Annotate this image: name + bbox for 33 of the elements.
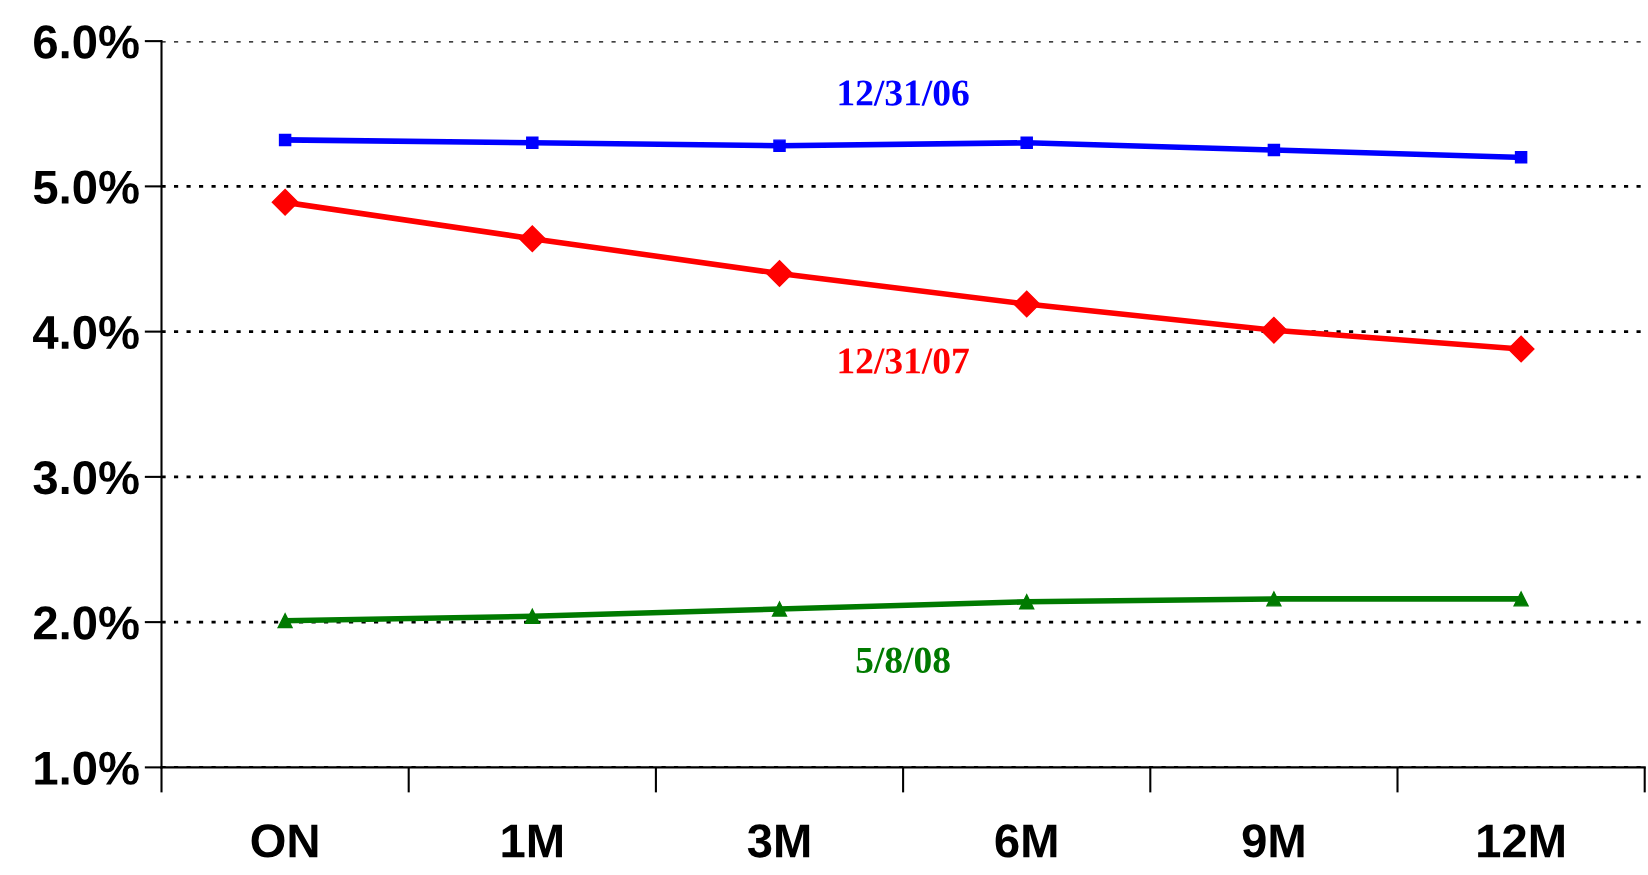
point	[526, 136, 539, 150]
point	[1267, 143, 1281, 157]
point	[1020, 136, 1033, 150]
x-tick-label: ON	[251, 824, 318, 858]
series-label: 5/8/08	[856, 647, 950, 673]
point	[1013, 290, 1041, 318]
series-label: 12/31/07	[839, 348, 969, 374]
point	[1513, 591, 1529, 607]
point	[1507, 335, 1535, 363]
point	[766, 260, 793, 287]
y-tick-label: 1.0%	[35, 751, 139, 785]
point	[1514, 151, 1528, 164]
point	[1019, 594, 1035, 610]
y-tick-label: 5.0%	[33, 170, 139, 204]
point	[518, 225, 546, 253]
point	[271, 188, 299, 216]
point	[1266, 591, 1282, 607]
point	[278, 133, 292, 147]
point	[524, 608, 540, 624]
x-tick-label: 6M	[995, 824, 1057, 858]
point	[771, 601, 788, 617]
point	[773, 139, 786, 152]
x-tick-label: 1M	[502, 824, 562, 858]
x-tick-label: 9M	[1242, 824, 1304, 858]
y-tick-label: 2.0%	[33, 606, 139, 640]
point	[1260, 316, 1288, 344]
point	[277, 613, 293, 629]
x-tick-label: 3M	[747, 824, 810, 858]
x-tick-label: 12M	[1478, 824, 1564, 858]
y-tick-label: 6.0%	[34, 25, 139, 59]
y-tick-label: 4.0%	[33, 315, 139, 350]
y-tick-label: 3.0%	[33, 461, 139, 495]
series-label: 12/31/06	[839, 80, 969, 106]
